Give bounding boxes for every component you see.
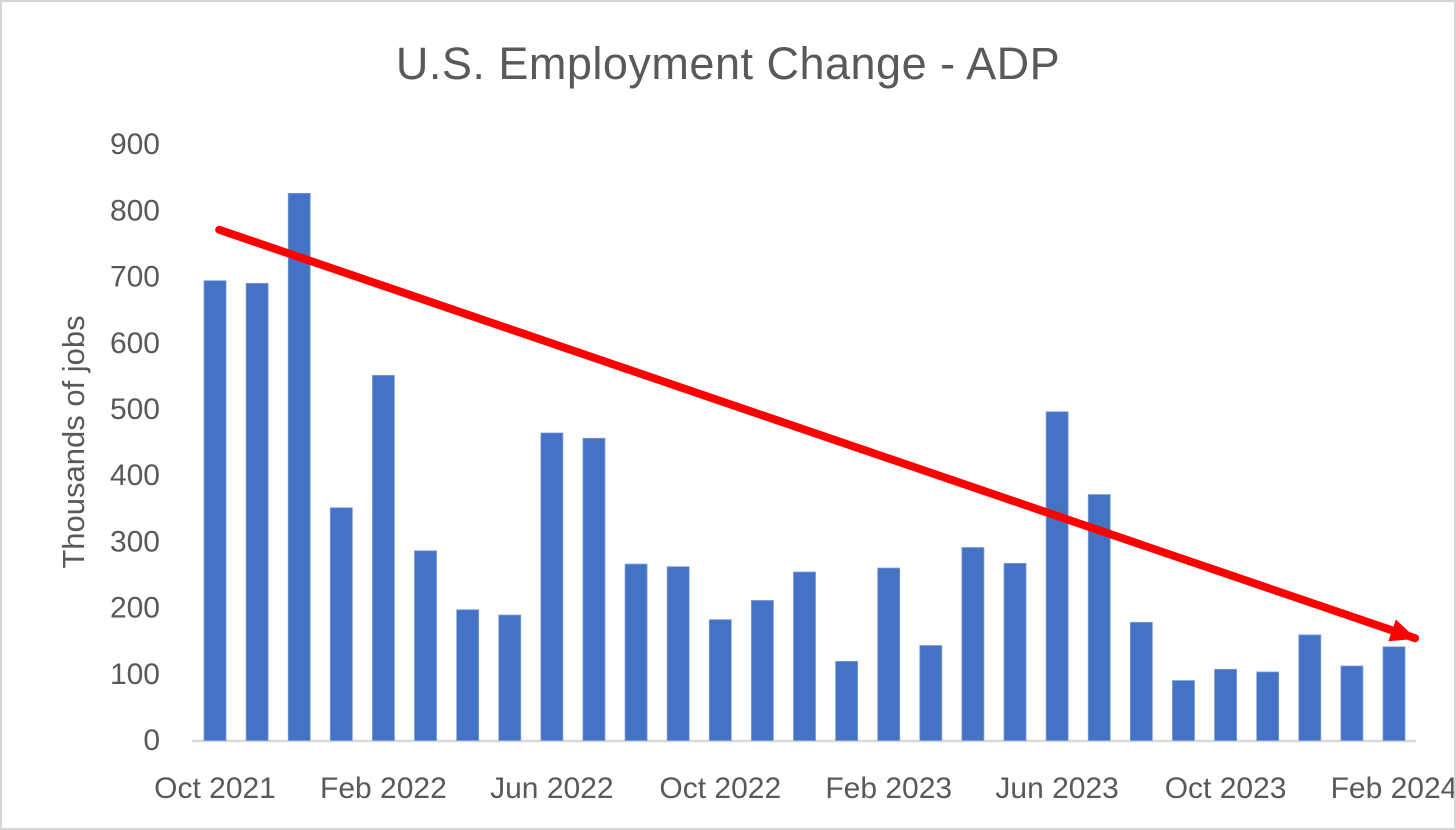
- bar-may-2022: [498, 614, 522, 741]
- x-tick-label-feb-2023: Feb 2023: [825, 772, 952, 805]
- bar-oct-2022: [708, 619, 732, 741]
- y-tick-label-600: 600: [110, 327, 160, 360]
- x-tick-label-jun-2022: Jun 2022: [490, 772, 613, 805]
- bar-jun-2023: [1045, 411, 1069, 741]
- y-tick-label-400: 400: [110, 459, 160, 492]
- bar-dec-2022: [793, 571, 816, 741]
- x-tick-label-feb-2024: Feb 2024: [1331, 772, 1456, 805]
- y-tick-label-500: 500: [110, 393, 160, 426]
- y-tick-label-0: 0: [143, 724, 160, 757]
- bar-aug-2023: [1129, 621, 1153, 741]
- y-tick-label-700: 700: [110, 261, 160, 294]
- bar-dec-2021: [287, 192, 311, 741]
- bar-oct-2023: [1214, 668, 1237, 741]
- bar-feb-2022: [372, 374, 395, 741]
- trend-arrow: [215, 225, 1420, 643]
- bar-may-2023: [1003, 563, 1027, 741]
- bar-nov-2023: [1256, 671, 1280, 741]
- chart-title: U.S. Employment Change - ADP: [395, 38, 1061, 89]
- bar-dec-2023: [1298, 634, 1322, 741]
- bar-aug-2022: [624, 563, 648, 741]
- bar-oct-2021: [203, 280, 227, 741]
- bar-jan-2023: [835, 660, 859, 741]
- bar-jun-2022: [540, 432, 564, 741]
- bar-mar-2022: [414, 550, 437, 741]
- bar-apr-2022: [456, 609, 480, 741]
- y-tick-label-900: 900: [110, 128, 160, 161]
- bar-sep-2023: [1172, 680, 1195, 741]
- bar-mar-2023: [919, 645, 943, 741]
- x-tick-label-oct-2022: Oct 2022: [659, 772, 781, 805]
- bar-feb-2023: [877, 567, 901, 741]
- bar-jan-2022: [329, 507, 353, 741]
- x-tick-label-oct-2021: Oct 2021: [154, 772, 276, 805]
- bar-jul-2022: [582, 437, 606, 741]
- bar-jul-2023: [1087, 494, 1111, 741]
- bar-nov-2021: [245, 282, 269, 741]
- bar-apr-2023: [961, 547, 985, 741]
- y-tick-label-300: 300: [110, 525, 160, 558]
- y-tick-label-200: 200: [110, 592, 160, 625]
- bar-jan-2024: [1340, 665, 1364, 741]
- x-tick-label-jun-2023: Jun 2023: [995, 772, 1118, 805]
- x-tick-label-oct-2023: Oct 2023: [1165, 772, 1287, 805]
- bar-feb-2024: [1382, 646, 1406, 741]
- y-tick-label-100: 100: [110, 658, 160, 691]
- y-tick-label-800: 800: [110, 194, 160, 227]
- x-tick-label-feb-2022: Feb 2022: [320, 772, 447, 805]
- bar-sep-2022: [666, 566, 690, 741]
- bar-nov-2022: [750, 600, 774, 741]
